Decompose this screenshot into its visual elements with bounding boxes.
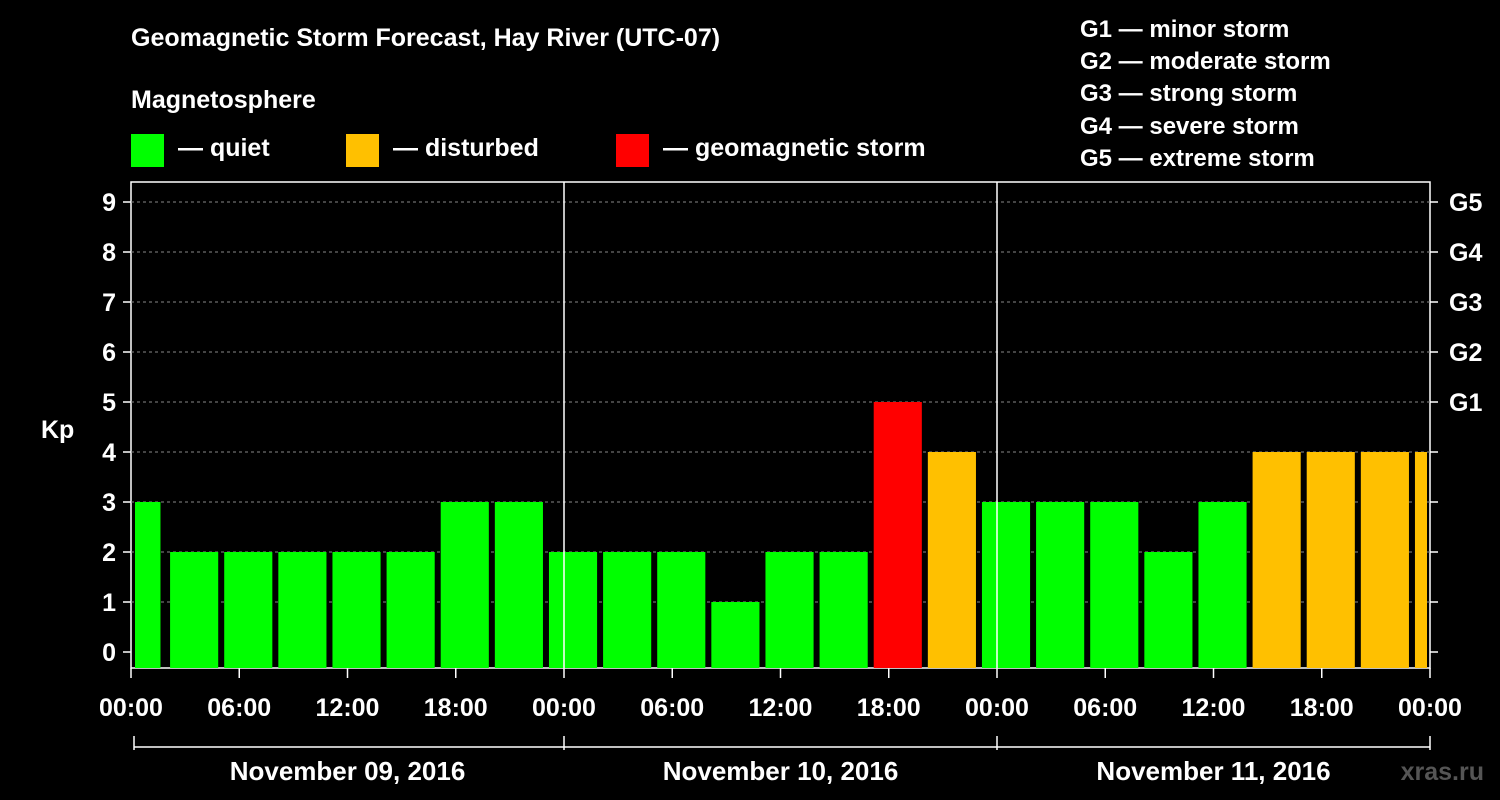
ytick-label-5: 5 [102,389,116,417]
xtick-label-9: 06:00 [1073,694,1137,722]
storm-scale-g3: G3 — strong storm [1080,80,1298,108]
right-tick-g5: G5 [1449,189,1482,217]
bar-12 [765,552,814,668]
bar-22 [1306,452,1355,668]
xtick-label-5: 06:00 [640,694,704,722]
bar-3 [278,552,327,668]
bar-1 [170,552,219,668]
storm-scale-g1: G1 — minor storm [1080,16,1290,43]
bar-9 [603,552,652,668]
day-label-2: November 11, 2016 [1096,756,1330,786]
legend-heading: Magnetosphere [131,86,316,114]
bar-8 [548,552,598,668]
ytick-label-7: 7 [102,289,116,317]
legend-swatch-storm [616,134,649,167]
watermark: xras.ru [1401,758,1484,786]
ytick-label-1: 1 [102,589,116,617]
bar-2 [224,552,273,668]
legend-label-quiet: — quiet [178,134,270,162]
ytick-label-3: 3 [102,489,116,517]
legend-label-disturbed: — disturbed [393,134,539,162]
bar-14 [873,402,922,668]
storm-scale-g4: G4 — severe storm [1080,112,1299,140]
xtick-label-0: 00:00 [99,694,163,722]
ytick-label-6: 6 [102,339,116,367]
day-label-0: November 09, 2016 [230,756,466,786]
xtick-label-1: 06:00 [207,694,271,722]
xtick-label-6: 12:00 [749,694,813,722]
bar-6 [440,502,489,668]
bar-21 [1252,452,1301,668]
legend-label-storm: — geomagnetic storm [663,134,926,162]
xtick-label-4: 00:00 [532,694,596,722]
bar-23 [1360,452,1409,668]
bar-19 [1144,552,1193,668]
chart-title: Geomagnetic Storm Forecast, Hay River (U… [131,24,721,52]
bar-24 [1414,452,1427,668]
right-tick-g3: G3 [1449,289,1482,317]
xtick-label-8: 00:00 [965,694,1029,722]
ytick-label-4: 4 [102,439,116,467]
right-tick-g2: G2 [1449,339,1482,367]
bar-7 [494,502,543,668]
bar-15 [927,452,976,668]
bar-16 [981,502,1031,668]
xtick-label-7: 18:00 [857,694,921,722]
ytick-label-9: 9 [102,189,116,217]
bar-5 [386,552,435,668]
ytick-label-0: 0 [102,639,116,667]
legend-swatch-quiet [131,134,164,167]
bar-17 [1036,502,1085,668]
bar-10 [657,552,706,668]
bar-11 [711,602,760,668]
storm-scale-g5: G5 — extreme storm [1080,144,1315,172]
ytick-label-8: 8 [102,239,116,267]
day-label-1: November 10, 2016 [663,756,899,786]
xtick-label-12: 00:00 [1398,694,1462,722]
ytick-label-2: 2 [102,539,116,567]
storm-scale-list: G1 — minor storm G2 — moderate storm G3 … [1080,14,1331,175]
xtick-label-11: 18:00 [1290,694,1354,722]
right-tick-g1: G1 [1449,389,1482,417]
bar-20 [1198,502,1247,668]
bar-4 [332,552,381,668]
xtick-label-10: 12:00 [1182,694,1246,722]
xtick-label-3: 18:00 [424,694,488,722]
y-axis-label: Kp [41,416,74,444]
legend-swatch-disturbed [346,134,379,167]
bar-0 [135,502,161,668]
storm-scale-g2: G2 — moderate storm [1080,48,1331,76]
xtick-label-2: 12:00 [316,694,380,722]
right-tick-g4: G4 [1449,239,1482,267]
bar-18 [1090,502,1139,668]
bar-13 [819,552,868,668]
